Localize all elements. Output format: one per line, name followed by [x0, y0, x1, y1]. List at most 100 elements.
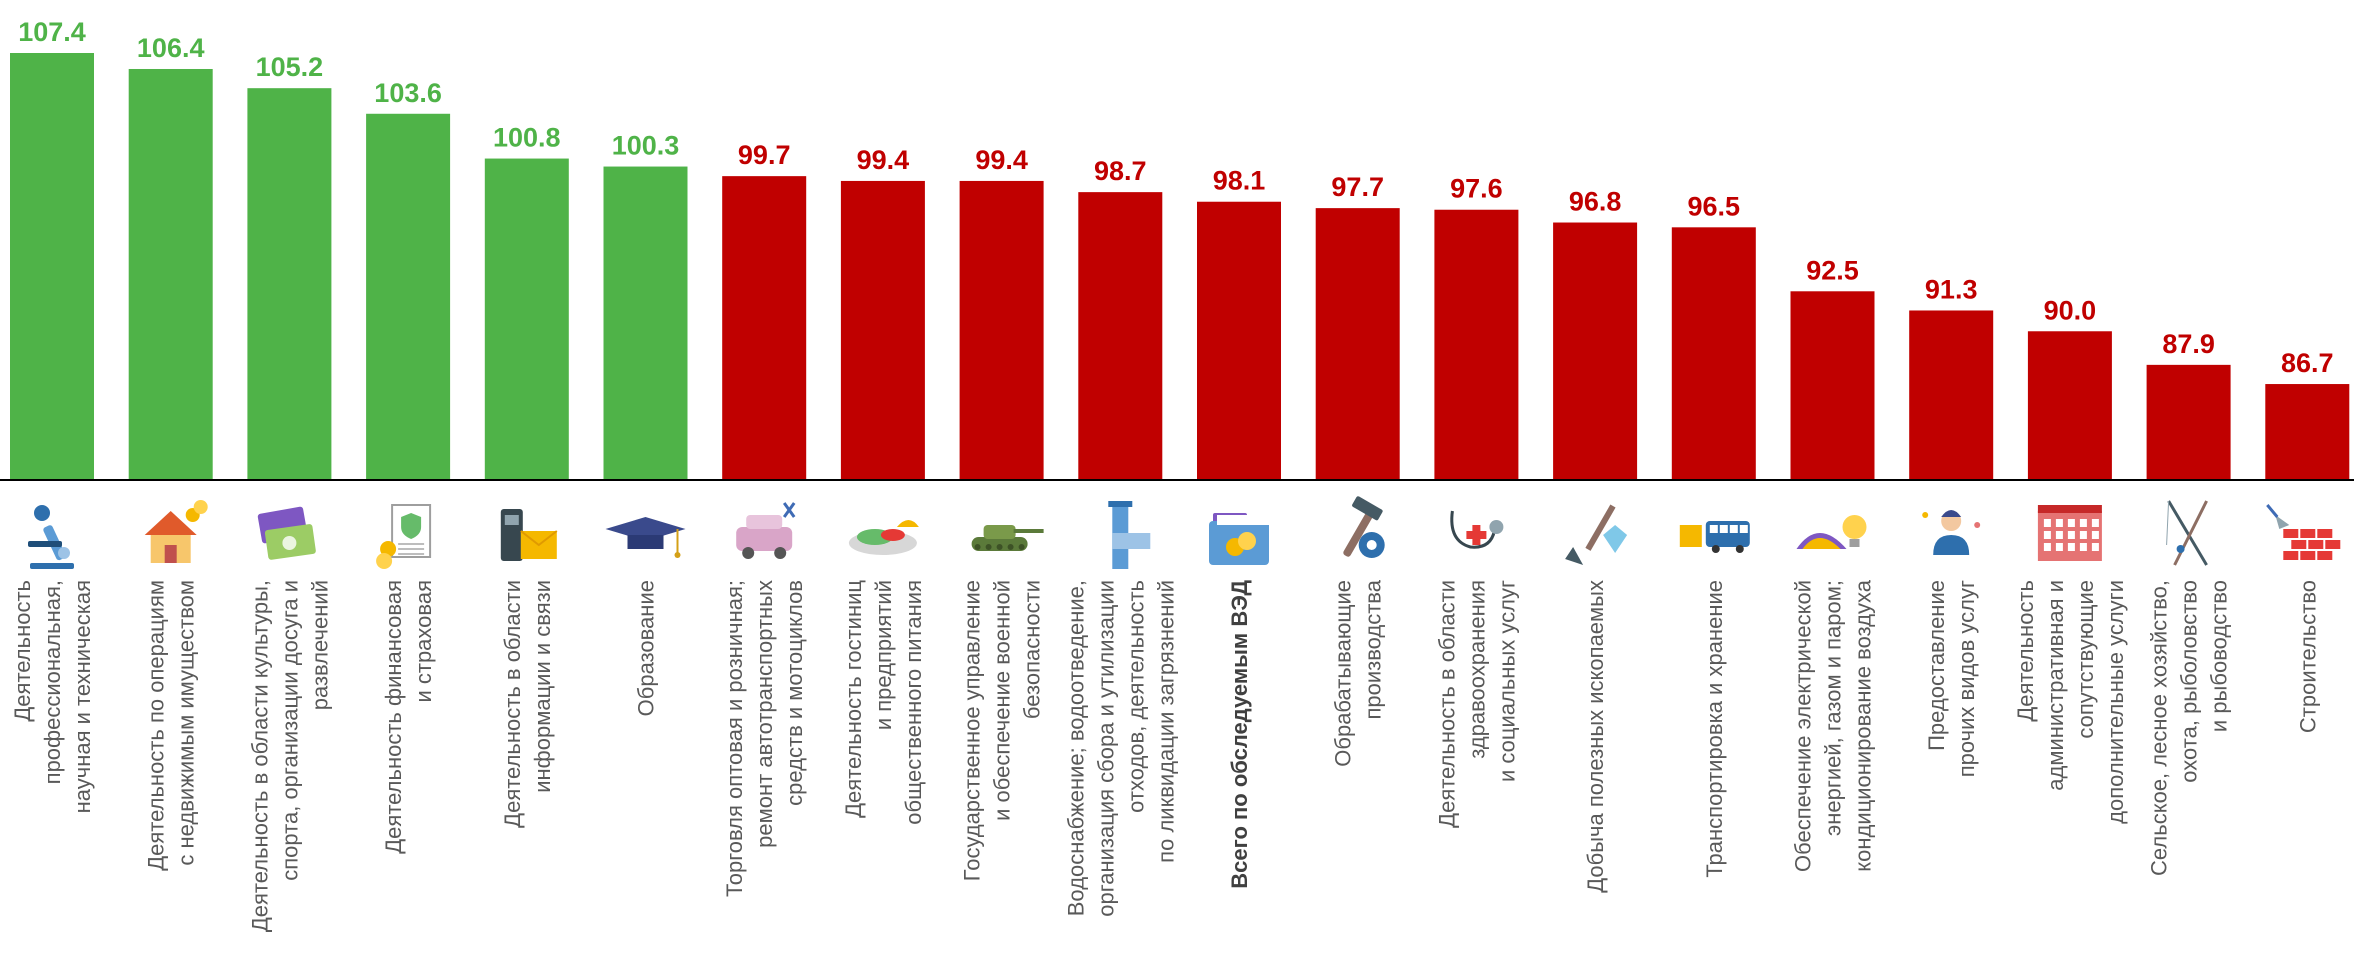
category-label: Образование — [634, 580, 659, 716]
bar — [2146, 364, 2231, 480]
category-label-line: энергией, газом и паром; — [1821, 580, 1846, 836]
folder-coins-icon — [1209, 513, 1269, 565]
category-label-line: профессиональная, — [40, 580, 65, 784]
truck-bus-icon — [1679, 521, 1750, 553]
value-label: 103.6 — [374, 78, 442, 108]
category-label-line: ремонт автотранспортных — [752, 580, 777, 848]
fishing-rods-icon — [2166, 500, 2208, 566]
category-label-line: информации и связи — [530, 580, 555, 793]
category-label-line: административная и — [2043, 580, 2068, 791]
category-label-line: и предприятий — [871, 580, 896, 730]
category-label-line: Деятельность по операциям — [144, 580, 169, 871]
tank-icon — [971, 525, 1044, 551]
category-label: Обеспечение электрической энергией, газом… — [1791, 579, 1876, 872]
category-label-line: сопутствующие — [2073, 580, 2098, 739]
bar — [366, 113, 451, 480]
category-label-line: прочих видов услуг — [1954, 580, 1979, 777]
bar — [1671, 227, 1756, 480]
category-label: Деятельность гостиниц и предприятий общест… — [841, 580, 926, 825]
category-label: Сельское, лесное хозяйство, охота, рыболо… — [2147, 580, 2232, 876]
category-label-line: развлечений — [307, 580, 332, 710]
water-pipe-icon — [1108, 501, 1151, 569]
category-label: Деятельность в области информации и связи — [500, 580, 555, 828]
category-label-line: Торговля оптовая и розничная; — [722, 580, 747, 897]
value-labels-group: 107.4 106.4 105.2 103.6 100.8 100.3 99.7 99.4 99… — [18, 17, 2333, 378]
value-label: 96.5 — [1688, 191, 1741, 221]
category-label-line: Предоставление — [1924, 580, 1949, 751]
category-label-line: и социальных услуг — [1494, 580, 1519, 782]
category-label-line: научная и техническая — [70, 580, 95, 813]
value-label: 105.2 — [256, 52, 324, 82]
category-label-line: общественного питания — [901, 580, 926, 825]
category-label: Деятельность в области культуры, спорта, … — [247, 580, 332, 932]
category-label-line: организация сбора и утилизации — [1093, 580, 1118, 917]
category-label-line: отходов, деятельность — [1123, 580, 1148, 813]
category-label-line: средств и мотоциклов — [782, 580, 807, 806]
category-label-line: здравоохранения — [1464, 580, 1489, 759]
category-label: Деятельность в области здравоохранения и с… — [1434, 580, 1519, 828]
service-person-icon — [1922, 510, 1981, 555]
category-label-line: с недвижимым имуществом — [174, 580, 199, 866]
category-label-line: Деятельность в области культуры, — [247, 580, 272, 932]
category-label: Деятельность административная и сопутствую… — [2013, 580, 2128, 824]
category-label-line: и обеспечение военной — [990, 580, 1015, 821]
value-label: 90.0 — [2044, 295, 2097, 325]
category-label-line: Образование — [634, 580, 659, 716]
value-label: 98.1 — [1213, 166, 1266, 196]
category-label: Транспортировка и хранение — [1702, 580, 1727, 878]
category-label-line: охота, рыболовство — [2177, 580, 2202, 783]
bar — [2265, 384, 2350, 480]
bar — [1434, 209, 1519, 480]
category-label-line: Деятельность в области — [1434, 580, 1459, 828]
value-label: 98.7 — [1094, 156, 1147, 186]
category-label: Обрабатывающие производства — [1331, 579, 1386, 766]
bar — [959, 180, 1044, 481]
category-label-line: Сельское, лесное хозяйство, — [2147, 580, 2172, 876]
bar — [1790, 291, 1875, 480]
category-label: Деятельность по операциям с недвижимым им… — [144, 580, 199, 871]
category-label-line: Деятельность — [2013, 580, 2038, 722]
bar — [2027, 331, 2112, 480]
office-building-icon — [2037, 505, 2102, 561]
bar — [1315, 208, 1400, 481]
category-label-line: Транспортировка и хранение — [1702, 580, 1727, 878]
category-label-line: Деятельность гостиниц — [841, 580, 866, 818]
value-label: 106.4 — [137, 33, 205, 63]
value-label: 96.8 — [1569, 187, 1622, 217]
hammer-gear-icon — [1343, 496, 1385, 558]
category-label-line: Всего по обследуемым ВЭД — [1227, 580, 1252, 889]
category-label-line: Деятельность — [10, 580, 35, 722]
graduation-cap-icon — [605, 517, 686, 558]
value-label: 87.9 — [2162, 329, 2215, 359]
category-label: Деятельность профессиональная, научная и т… — [10, 580, 95, 813]
bar — [128, 68, 213, 481]
stethoscope-icon — [1450, 510, 1504, 549]
category-label: Строительство — [2295, 580, 2320, 733]
category-label-line: Водоснабжение; водоотведение, — [1063, 580, 1088, 916]
category-label-line: и рыбоводство — [2207, 580, 2232, 732]
power-bulb-icon — [1796, 515, 1867, 549]
microscope-icon — [28, 505, 74, 569]
category-label: Всего по обследуемым ВЭД — [1227, 580, 1252, 889]
value-label: 99.4 — [975, 145, 1028, 175]
value-label: 99.4 — [857, 145, 910, 175]
category-label-line: дополнительные услуги — [2103, 580, 2128, 824]
category-label: Торговля оптовая и розничная; ремонт авто… — [722, 580, 807, 897]
food-plate-icon — [848, 520, 919, 555]
category-label-line: безопасности — [1020, 580, 1045, 719]
bar — [10, 53, 94, 480]
brick-trowel-icon — [2266, 504, 2341, 560]
bar — [1197, 201, 1281, 480]
value-label: 97.6 — [1450, 174, 1503, 204]
category-label-line: Деятельность финансовая — [381, 580, 406, 854]
bar — [722, 176, 807, 480]
category-label-line: по ликвидации загрязнений — [1153, 580, 1178, 863]
value-label: 107.4 — [18, 17, 86, 47]
category-label: Водоснабжение; водоотведение, организация… — [1063, 580, 1178, 917]
shovel-gem-icon — [1565, 504, 1628, 565]
bars-group — [10, 53, 2350, 481]
value-label: 100.3 — [612, 131, 680, 161]
category-label-line: кондиционирование воздуха — [1851, 579, 1876, 872]
house-coins-icon — [144, 500, 208, 563]
category-label: Деятельность финансовая и страховая — [381, 580, 436, 854]
